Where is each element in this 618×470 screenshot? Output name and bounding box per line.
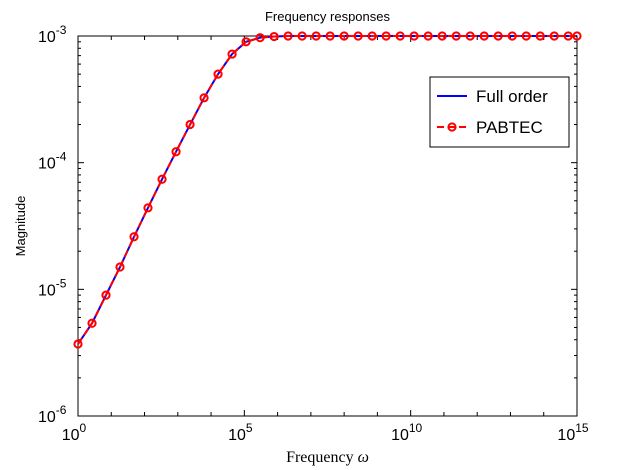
data-point-pabtec bbox=[437, 31, 447, 41]
data-point-pabtec bbox=[572, 31, 582, 41]
data-point-pabtec bbox=[353, 31, 363, 41]
data-point-pabtec bbox=[549, 31, 559, 41]
data-point-pabtec bbox=[423, 31, 433, 41]
data-point-pabtec bbox=[213, 69, 223, 79]
data-point-pabtec bbox=[465, 31, 475, 41]
y-tick-label-exponent: -4 bbox=[56, 150, 67, 164]
data-point-pabtec bbox=[227, 49, 237, 59]
axis-ticks bbox=[77, 35, 578, 417]
data-point-pabtec bbox=[73, 339, 83, 349]
y-tick-label: 10-5 bbox=[38, 276, 67, 299]
data-point-pabtec bbox=[157, 174, 167, 184]
data-point-pabtec bbox=[143, 203, 153, 213]
data-point-pabtec bbox=[479, 31, 489, 41]
x-tick-label-base: 10 bbox=[62, 427, 80, 444]
y-tick-label-exponent: -6 bbox=[56, 403, 67, 417]
y-tick-label: 10-4 bbox=[38, 150, 67, 173]
data-point-pabtec bbox=[101, 290, 111, 300]
data-point-pabtec bbox=[241, 37, 251, 47]
legend-marker-pabtec bbox=[447, 122, 457, 132]
y-tick-label-base: 10 bbox=[38, 156, 56, 173]
y-tick-label: 10-3 bbox=[38, 23, 67, 46]
legend: Full order PABTEC bbox=[429, 76, 570, 148]
series-layer bbox=[73, 31, 582, 349]
data-point-pabtec bbox=[535, 31, 545, 41]
data-point-pabtec bbox=[199, 93, 209, 103]
x-tick-label-exponent: 15 bbox=[575, 421, 589, 435]
y-tick-label-exponent: -3 bbox=[56, 23, 67, 37]
data-point-pabtec bbox=[171, 147, 181, 157]
data-point-pabtec bbox=[521, 31, 531, 41]
y-tick-label: 10-6 bbox=[38, 403, 67, 426]
data-point-pabtec bbox=[381, 31, 391, 41]
data-point-pabtec bbox=[255, 33, 265, 43]
data-point-pabtec bbox=[395, 31, 405, 41]
data-point-pabtec bbox=[269, 31, 279, 42]
y-tick-label-base: 10 bbox=[38, 29, 56, 46]
x-tick-label-base: 10 bbox=[557, 427, 575, 444]
y-tick-label-exponent: -5 bbox=[56, 276, 67, 290]
data-point-pabtec bbox=[409, 31, 419, 41]
data-point-pabtec bbox=[339, 31, 349, 41]
data-point-pabtec bbox=[115, 262, 125, 272]
legend-label-full-order: Full order bbox=[476, 87, 548, 106]
x-tick-label-exponent: 5 bbox=[246, 421, 253, 435]
data-point-pabtec bbox=[129, 232, 139, 242]
chart-title: Frequency responses bbox=[265, 9, 391, 24]
data-point-pabtec bbox=[507, 31, 517, 41]
x-tick-label: 1010 bbox=[391, 421, 422, 444]
x-axis-label-text: Frequency bbox=[286, 449, 354, 466]
x-tick-label-base: 10 bbox=[391, 427, 409, 444]
data-point-pabtec bbox=[311, 31, 321, 41]
data-point-pabtec bbox=[563, 31, 573, 41]
data-point-pabtec bbox=[325, 31, 335, 41]
x-tick-label: 1015 bbox=[557, 421, 588, 444]
data-point-pabtec bbox=[493, 31, 503, 41]
data-point-pabtec bbox=[451, 31, 461, 41]
data-point-pabtec bbox=[87, 318, 97, 328]
x-axis-label-symbol: ω bbox=[358, 449, 369, 466]
x-axis-label: Frequency ω bbox=[286, 449, 369, 466]
data-point-pabtec bbox=[283, 31, 293, 41]
legend-label-pabtec: PABTEC bbox=[476, 118, 543, 137]
data-point-pabtec bbox=[297, 31, 307, 41]
x-tick-label: 100 bbox=[62, 421, 87, 444]
x-tick-label-exponent: 0 bbox=[80, 421, 87, 435]
data-point-pabtec bbox=[185, 119, 195, 130]
x-tick-label: 105 bbox=[228, 421, 253, 444]
y-tick-label-base: 10 bbox=[38, 282, 56, 299]
y-axis-label: Magnitude bbox=[13, 196, 28, 257]
x-tick-label-base: 10 bbox=[228, 427, 246, 444]
y-tick-label-base: 10 bbox=[38, 409, 56, 426]
data-point-pabtec bbox=[367, 31, 377, 41]
series-line-pabtec bbox=[77, 35, 577, 345]
legend-box bbox=[429, 76, 570, 148]
x-tick-label-exponent: 10 bbox=[409, 421, 423, 435]
